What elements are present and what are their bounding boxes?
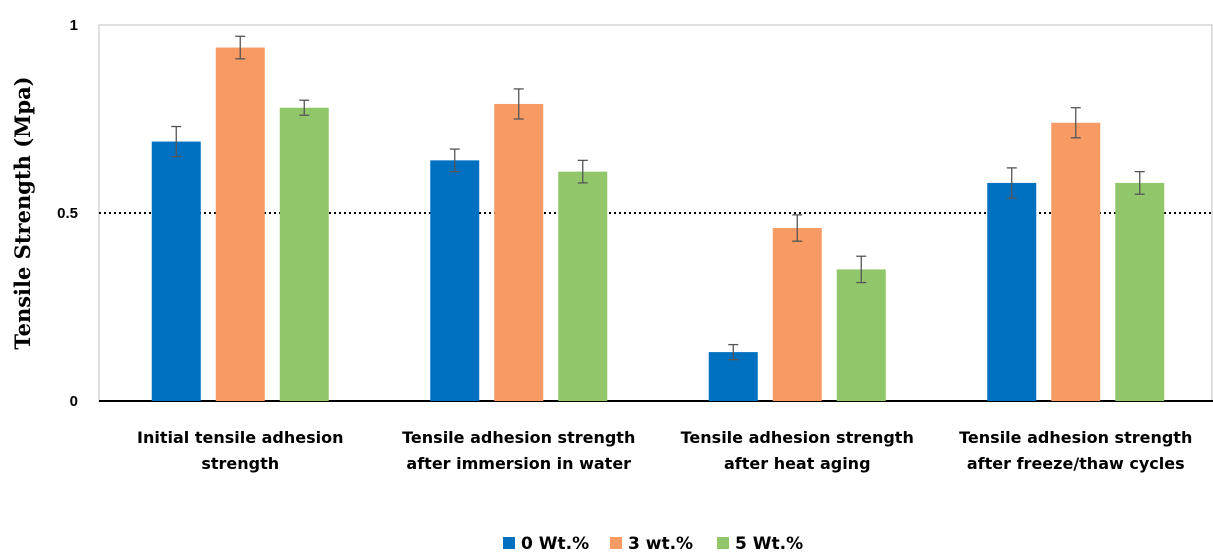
bars-group — [151, 47, 1165, 402]
x-category-label: Tensile adhesion strength — [681, 428, 914, 447]
legend-label: 0 Wt.% — [521, 534, 589, 554]
y-tick-label: 1 — [70, 17, 78, 34]
bar — [430, 160, 480, 401]
error-bars-group — [171, 35, 1145, 361]
legend-swatch — [610, 537, 622, 549]
x-category-label: after heat aging — [724, 454, 871, 473]
bar — [215, 47, 265, 402]
x-axis-category-labels: Initial tensile adhesion strength Tensile … — [137, 428, 1192, 473]
y-axis-label: Tensile Strength (Mpa) — [10, 76, 35, 349]
x-category-label: Initial tensile adhesion — [137, 428, 344, 447]
legend-label: 3 wt.% — [628, 534, 693, 554]
legend-label: 5 Wt.% — [735, 534, 803, 554]
bar — [987, 182, 1037, 401]
bar — [279, 107, 329, 401]
y-tick-label: 0.5 — [57, 205, 78, 222]
bar — [836, 269, 886, 401]
bar — [1115, 182, 1165, 401]
y-tick-label: 0 — [70, 393, 78, 410]
bar — [558, 171, 608, 401]
legend-swatch — [503, 537, 515, 549]
x-category-label: after immersion in water — [406, 454, 631, 473]
x-category-label: strength — [201, 454, 279, 473]
legend: 0 Wt.% 3 wt.% 5 Wt.% — [503, 534, 803, 554]
bar — [772, 228, 822, 401]
x-category-label: Tensile adhesion strength — [959, 428, 1192, 447]
x-category-label: after freeze/thaw cycles — [967, 454, 1185, 473]
bar — [1051, 122, 1101, 401]
y-axis-ticks: 00.51 — [57, 17, 78, 410]
legend-swatch — [717, 537, 729, 549]
x-category-label: Tensile adhesion strength — [402, 428, 635, 447]
bar — [494, 103, 544, 402]
bar — [151, 141, 201, 401]
